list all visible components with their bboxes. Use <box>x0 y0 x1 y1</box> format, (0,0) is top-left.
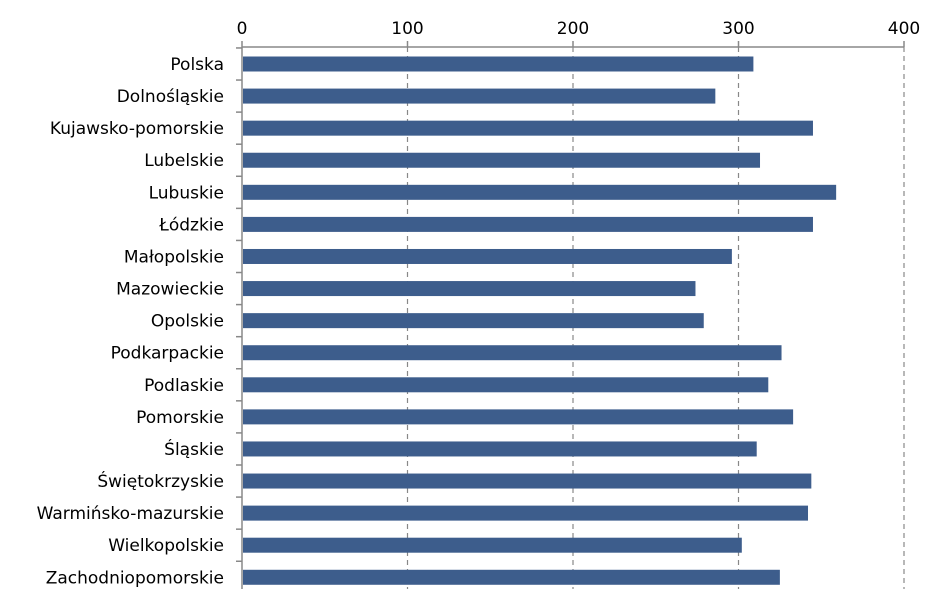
category-label: Śląskie <box>164 438 224 460</box>
category-label: Małopolskie <box>124 247 224 267</box>
category-label: Pomorskie <box>136 408 224 428</box>
bars <box>243 56 837 585</box>
category-label: Zachodniopomorskie <box>46 568 224 588</box>
bar-14 <box>243 505 809 521</box>
bar-1 <box>243 88 716 104</box>
axes <box>236 41 905 589</box>
x-tick-label: 200 <box>557 19 589 39</box>
category-label: Mazowieckie <box>116 280 224 300</box>
category-label: Podlaskie <box>144 376 224 396</box>
bar-11 <box>243 409 794 425</box>
bar-8 <box>243 313 704 329</box>
bar-16 <box>243 569 780 585</box>
x-tick-labels: 0 100 200 300 400 <box>237 19 921 39</box>
x-tick-label: 0 <box>237 19 248 39</box>
category-label: Podkarpackie <box>111 344 224 364</box>
bar-15 <box>243 537 742 553</box>
category-label: Kujawsko-pomorskie <box>50 119 224 139</box>
x-tick-label: 300 <box>722 19 754 39</box>
bar-7 <box>243 281 696 297</box>
category-label: Lubuskie <box>149 183 224 203</box>
category-label: Lubelskie <box>144 151 224 171</box>
bar-2 <box>243 120 813 136</box>
category-label: Opolskie <box>151 312 224 332</box>
category-label: Wielkopolskie <box>108 536 224 556</box>
category-label: Warmińsko-mazurskie <box>37 504 224 524</box>
category-labels: Polska Dolnośląskie Kujawsko-pomorskie Lube… <box>37 55 224 588</box>
category-label: Łódzkie <box>158 215 224 235</box>
bar-5 <box>243 216 813 232</box>
bar-6 <box>243 248 732 264</box>
bar-4 <box>243 184 837 200</box>
bar-0 <box>243 56 754 72</box>
bar-12 <box>243 441 757 457</box>
bar-13 <box>243 473 812 489</box>
category-label: Świętokrzyskie <box>97 470 224 492</box>
x-tick-label: 400 <box>888 19 920 39</box>
x-tick-label: 100 <box>391 19 423 39</box>
category-label: Polska <box>170 55 224 75</box>
category-label: Dolnośląskie <box>117 87 224 107</box>
bar-9 <box>243 345 782 361</box>
bar-10 <box>243 377 769 393</box>
bar-3 <box>243 152 761 168</box>
